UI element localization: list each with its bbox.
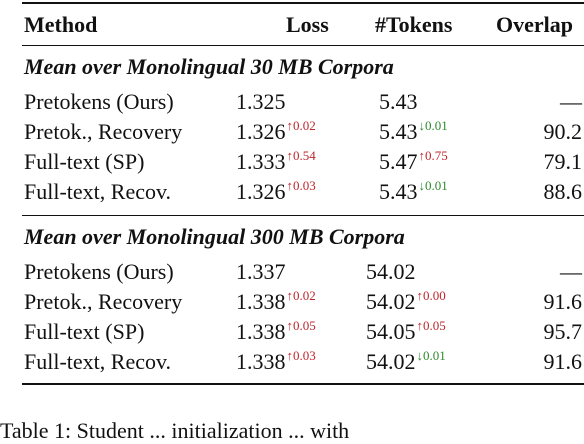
tokens-delta: ↑0.00 <box>416 288 446 303</box>
row-tokens: 5.43↓0.01 <box>379 118 448 144</box>
row-tokens: 54.02↓0.01 <box>366 348 446 374</box>
loss-value: 1.338 <box>236 349 286 374</box>
bottom-rule <box>22 383 584 385</box>
tokens-value: 5.43 <box>379 119 418 144</box>
row-overlap: 79.1 <box>543 149 583 174</box>
row-tokens: 54.02↑0.00 <box>366 288 446 314</box>
loss-value: 1.326 <box>236 179 286 204</box>
header-tokens: #Tokens <box>375 12 453 37</box>
row-method: Full-text (SP) <box>24 319 145 344</box>
row-loss: 1.326↑0.03 <box>236 178 316 204</box>
loss-delta: ↑0.54 <box>286 148 316 163</box>
loss-value: 1.326 <box>236 119 286 144</box>
row-tokens: 5.47↑0.75 <box>379 148 448 174</box>
tokens-delta: ↑0.75 <box>418 148 448 163</box>
loss-delta: ↑0.02 <box>286 288 316 303</box>
top-rule <box>22 2 584 4</box>
row-overlap: 90.2 <box>543 119 583 144</box>
tokens-value: 54.05 <box>366 319 416 344</box>
row-method: Full-text, Recov. <box>24 179 172 204</box>
row-tokens: 5.43↓0.01 <box>379 178 448 204</box>
tokens-delta: ↑0.05 <box>416 318 446 333</box>
row-overlap: 91.6 <box>543 349 583 374</box>
row-overlap: — <box>560 259 582 284</box>
row-loss: 1.337 <box>236 261 286 283</box>
tokens-value: 5.43 <box>379 89 418 114</box>
row-method: Pretokens (Ours) <box>24 89 174 114</box>
row-tokens: 54.05↑0.05 <box>366 318 446 344</box>
row-tokens: 5.43 <box>379 91 418 113</box>
row-method: Pretok., Recovery <box>24 119 183 144</box>
tokens-value: 54.02 <box>366 259 416 284</box>
loss-delta: ↑0.03 <box>286 348 316 363</box>
tokens-value: 5.47 <box>379 149 418 174</box>
tokens-delta: ↓0.01 <box>418 118 448 133</box>
loss-delta: ↑0.03 <box>286 178 316 193</box>
loss-value: 1.338 <box>236 289 286 314</box>
row-loss: 1.338↑0.05 <box>236 318 316 344</box>
tokens-value: 5.43 <box>379 179 418 204</box>
loss-value: 1.333 <box>236 149 286 174</box>
row-loss: 1.326↑0.02 <box>236 118 316 144</box>
row-method: Full-text, Recov. <box>24 349 172 374</box>
row-method: Pretokens (Ours) <box>24 259 174 284</box>
tokens-delta: ↓0.01 <box>416 348 446 363</box>
tokens-value: 54.02 <box>366 349 416 374</box>
row-method: Full-text (SP) <box>24 149 145 174</box>
loss-delta: ↑0.02 <box>286 118 316 133</box>
header-overlap: Overlap <box>496 12 573 37</box>
row-tokens: 54.02 <box>366 261 416 283</box>
row-overlap: 88.6 <box>543 179 583 204</box>
section-title-30mb: Mean over Monolingual 30 MB Corpora <box>24 54 394 79</box>
row-loss: 1.333↑0.54 <box>236 148 316 174</box>
header-rule <box>22 45 584 46</box>
loss-value: 1.325 <box>236 89 286 114</box>
header-loss: Loss <box>286 12 329 37</box>
row-overlap: 95.7 <box>543 319 583 344</box>
loss-value: 1.338 <box>236 319 286 344</box>
row-loss: 1.338↑0.03 <box>236 348 316 374</box>
row-overlap: 91.6 <box>543 289 583 314</box>
section-title-300mb: Mean over Monolingual 300 MB Corpora <box>24 224 405 249</box>
section-rule <box>22 215 584 216</box>
header-method: Method <box>24 12 98 37</box>
tokens-delta: ↓0.01 <box>418 178 448 193</box>
loss-value: 1.337 <box>236 259 286 284</box>
row-loss: 1.325 <box>236 91 286 113</box>
row-overlap: — <box>560 89 582 114</box>
row-loss: 1.338↑0.02 <box>236 288 316 314</box>
row-method: Pretok., Recovery <box>24 289 183 314</box>
loss-delta: ↑0.05 <box>286 318 316 333</box>
tokens-value: 54.02 <box>366 289 416 314</box>
